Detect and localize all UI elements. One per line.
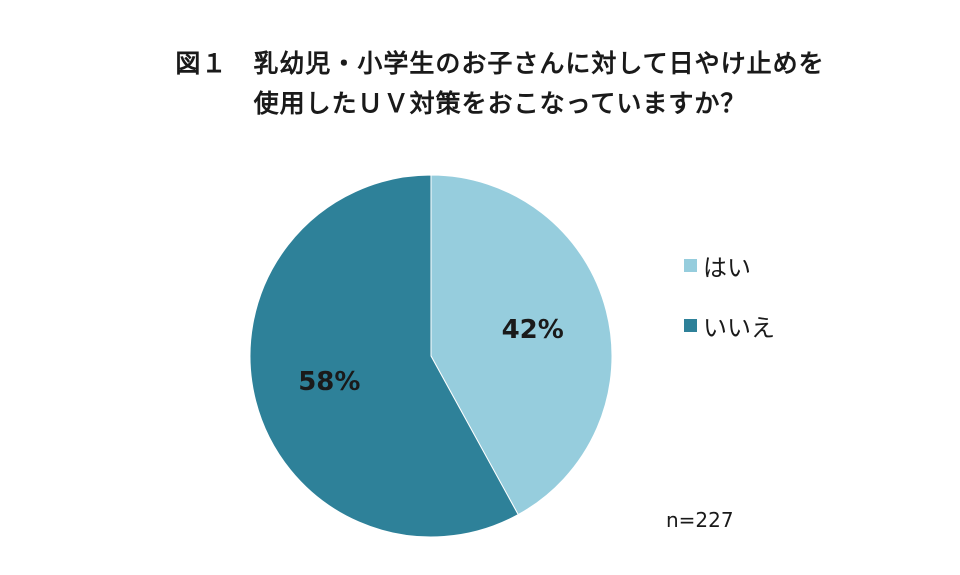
pie-slice-labels: 42% 58% (298, 315, 564, 397)
pie-slice-no (249, 174, 519, 538)
chart-title-line-1: 図１ 乳幼児・小学生のお子さんに対して日やけ止めを (175, 49, 825, 78)
legend-item-yes: はい (684, 248, 775, 282)
chart-title: 図１ 乳幼児・小学生のお子さんに対して日やけ止めを 使用したＵＶ対策をおこなって… (80, 44, 920, 124)
legend-label-yes: はい (703, 253, 751, 282)
sample-size-note: n=227 (666, 508, 734, 532)
legend-swatch-yes (684, 258, 697, 272)
legend-swatch-no (684, 318, 697, 332)
pie-slices (249, 174, 613, 538)
pie-slice-label-yes: 42% (502, 315, 564, 345)
chart-title-line-2: 使用したＵＶ対策をおこなっていますか？ (253, 89, 747, 118)
legend-item-no: いいえ (684, 308, 775, 342)
pie-slice-yes (430, 174, 613, 516)
legend: はい いいえ (684, 248, 775, 368)
pie-slice-label-no: 58% (298, 367, 360, 397)
legend-label-no: いいえ (703, 313, 775, 342)
